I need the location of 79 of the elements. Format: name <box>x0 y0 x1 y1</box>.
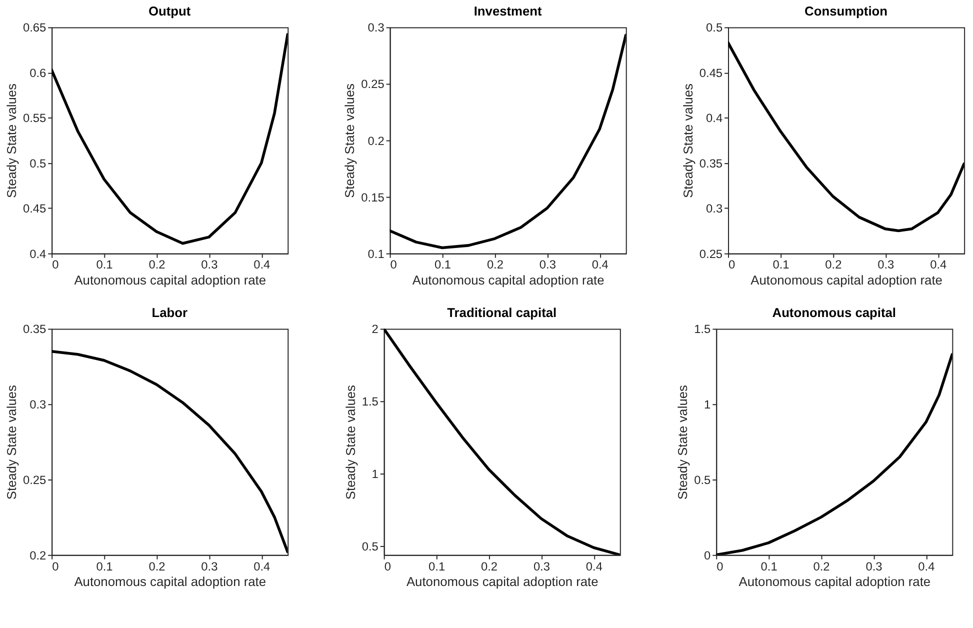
chart-title: Investment <box>474 3 543 18</box>
x-tick-label: 0.4 <box>586 559 603 574</box>
line-series <box>52 350 288 554</box>
y-tick-label: 0.2 <box>30 548 47 562</box>
y-tick-label: 0.35 <box>699 156 723 170</box>
y-tick-label: 0.45 <box>699 66 723 80</box>
x-tick-label: 0.1 <box>434 258 452 272</box>
x-tick-label: 0 <box>728 258 736 272</box>
y-tick-label: 2 <box>372 322 379 336</box>
y-tick-label: 1 <box>372 467 379 482</box>
y-tick-label: 0.45 <box>22 202 46 216</box>
x-tick-label: 0.2 <box>480 559 498 574</box>
line-series <box>728 41 964 232</box>
y-tick-label: 0.65 <box>22 20 46 35</box>
y-axis-title: Steady State values <box>675 385 690 500</box>
chart-title: Consumption <box>804 3 888 18</box>
x-tick-label: 0.1 <box>428 559 446 574</box>
y-tick-label: 0.25 <box>361 77 385 92</box>
x-tick-label: 0.4 <box>254 559 271 574</box>
chart-title: Traditional capital <box>447 304 557 320</box>
x-tick-label: 0 <box>52 258 60 272</box>
x-tick-label: 0.4 <box>930 258 947 272</box>
x-tick-label: 0.4 <box>254 258 271 272</box>
chart-title: Autonomous capital <box>772 304 896 320</box>
y-tick-label: 0.25 <box>22 472 46 487</box>
x-tick-label: 0.2 <box>148 258 166 272</box>
x-axis-title: Autonomous capital adoption rate <box>74 272 266 288</box>
y-tick-label: 1.5 <box>694 322 712 336</box>
x-tick-label: 0 <box>52 559 60 574</box>
x-tick-label: 0.3 <box>878 258 895 272</box>
y-tick-label: 1 <box>704 398 712 412</box>
y-axis-title: Steady State values <box>680 84 696 198</box>
x-tick-label: 0.3 <box>866 559 883 574</box>
y-axis-title: Steady State values <box>4 84 20 198</box>
y-tick-label: 0.6 <box>30 66 47 80</box>
x-tick-label: 0.1 <box>772 258 790 272</box>
line-series <box>390 34 626 250</box>
y-tick-label: 0 <box>704 548 712 562</box>
y-tick-label: 0.55 <box>22 111 46 126</box>
x-tick-label: 0.3 <box>201 559 218 574</box>
x-tick-label: 0.3 <box>539 258 556 272</box>
y-tick-label: 0.3 <box>368 20 385 35</box>
y-tick-label: 0.15 <box>361 190 385 204</box>
x-axis-title: Autonomous capital adoption rate <box>412 272 604 288</box>
y-axis-title: Steady State values <box>342 84 358 198</box>
x-tick-label: 0.1 <box>96 258 114 272</box>
x-tick-label: 0.1 <box>760 559 778 574</box>
x-axis-title: Autonomous capital adoption rate <box>406 574 598 590</box>
x-tick-label: 0.2 <box>813 559 830 574</box>
y-tick-label: 1.5 <box>362 394 379 409</box>
x-tick-label: 0.3 <box>533 559 550 574</box>
y-tick-label: 0.5 <box>30 156 47 170</box>
y-tick-label: 0.3 <box>30 398 47 412</box>
y-tick-label: 0.35 <box>22 322 46 336</box>
y-axis-title: Steady State values <box>342 385 358 500</box>
y-tick-label: 0.25 <box>699 246 723 261</box>
y-tick-label: 0.2 <box>368 134 385 148</box>
y-tick-label: 0.5 <box>694 472 712 487</box>
chart-title: Output <box>148 3 192 18</box>
x-axis-title: Autonomous capital adoption rate <box>750 272 942 288</box>
x-tick-label: 0.4 <box>592 258 609 272</box>
x-tick-label: 0 <box>390 258 398 272</box>
y-tick-label: 0.5 <box>362 540 379 554</box>
y-tick-label: 0.5 <box>706 20 723 35</box>
y-tick-label: 0.4 <box>30 246 47 261</box>
x-tick-label: 0.3 <box>201 258 218 272</box>
x-tick-label: 0.4 <box>918 559 936 574</box>
y-tick-label: 0.3 <box>706 202 723 216</box>
y-axis-title: Steady State values <box>4 385 20 500</box>
line-series <box>52 33 288 245</box>
x-tick-label: 0.1 <box>96 559 114 574</box>
chart-title: Labor <box>152 304 188 320</box>
x-axis-title: Autonomous capital adoption rate <box>74 574 266 590</box>
x-tick-label: 0.2 <box>486 258 504 272</box>
y-tick-label: 0.1 <box>368 246 385 261</box>
x-tick-label: 0.2 <box>825 258 842 272</box>
y-tick-label: 0.4 <box>706 111 723 126</box>
x-tick-label: 0.2 <box>148 559 166 574</box>
x-axis-title: Autonomous capital adoption rate <box>738 574 931 590</box>
